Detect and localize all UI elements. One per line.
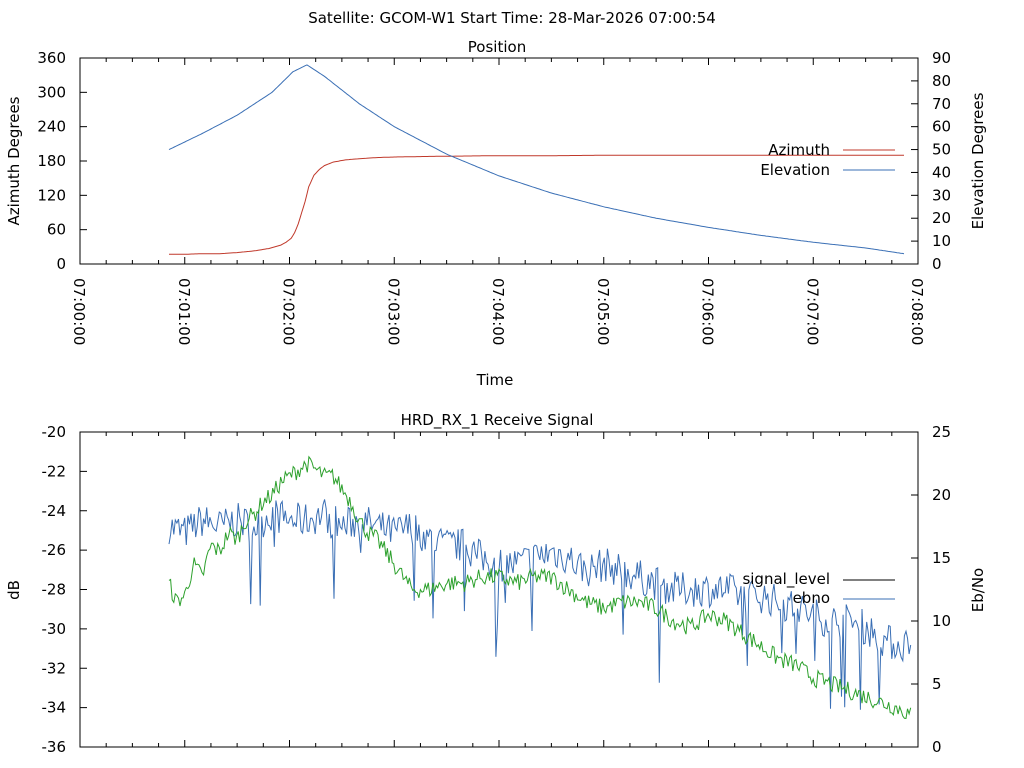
legend-label-signal-level: signal_level: [742, 570, 830, 589]
signal-legend: signal_level ebno: [742, 570, 895, 607]
ytick-label: -24: [42, 502, 67, 520]
ytick-label: -36: [42, 738, 67, 756]
ytick-label: 120: [37, 186, 66, 204]
xtick-label: 07:04:00: [489, 278, 507, 345]
ytick-label: 300: [37, 83, 66, 101]
ytick-label: 0: [56, 255, 66, 273]
signal-title: HRD_RX_1 Receive Signal: [401, 411, 594, 430]
signal-ticks: -36 -34 -32 -30 -28 -26 -24 -22 -20 0 5 10 15 20 25: [42, 423, 952, 756]
receive-signal-chart: HRD_RX_1 Receive Signal dB Eb/No -36-34-…: [5, 411, 987, 756]
position-series-azimuth: [169, 154, 904, 255]
y2tick-label: 60: [932, 118, 951, 136]
ytick-label: -30: [42, 620, 67, 638]
signal-ylabel: dB: [5, 580, 23, 600]
y2tick-label: 50: [932, 141, 951, 159]
ytick-label: 60: [47, 221, 66, 239]
legend-label-ebno: ebno: [793, 589, 830, 607]
signal-y2label: Eb/No: [969, 568, 987, 612]
position-y2label: Elevation Degrees: [969, 92, 987, 229]
ytick-label: 240: [37, 118, 66, 136]
y2tick-label: 5: [932, 675, 942, 693]
position-chart: Position Time Azimuth Degrees Elevation …: [5, 38, 987, 389]
position-ylabel: Azimuth Degrees: [5, 96, 23, 225]
xtick-label: 07:05:00: [594, 278, 612, 345]
xtick-label: 07:08:00: [908, 278, 926, 345]
y2tick-label: 0: [932, 255, 942, 273]
xtick-label: 07:02:00: [280, 278, 298, 345]
y2tick-label: 90: [932, 49, 951, 67]
legend-label-elevation: Elevation: [760, 161, 830, 179]
y2tick-label: 20: [932, 209, 951, 227]
ytick-label: 180: [37, 152, 66, 170]
y2tick-label: 10: [932, 612, 951, 630]
xtick-label: 07:07:00: [803, 278, 821, 345]
xtick-label: 07:06:00: [699, 278, 717, 345]
position-series: [168, 64, 905, 255]
signal-series-ebno: [168, 499, 912, 710]
y2tick-label: 20: [932, 486, 951, 504]
ytick-label: -22: [42, 462, 67, 480]
y2tick-label: 0: [932, 738, 942, 756]
y2tick-label: 10: [932, 232, 951, 250]
y2tick-label: 40: [932, 163, 951, 181]
position-title: Position: [468, 38, 526, 56]
legend-label-azimuth: Azimuth: [768, 141, 830, 159]
y2tick-label: 70: [932, 95, 951, 113]
ytick-label: -26: [42, 541, 67, 559]
figure-suptitle: Satellite: GCOM-W1 Start Time: 28-Mar-20…: [308, 9, 716, 27]
y2tick-label: 25: [932, 423, 951, 441]
signal-series: [168, 455, 912, 720]
signal-series-line-2: [168, 455, 912, 720]
position-ticks: 0 60 120 180 240 300 360 0 10 20 30 40 50 60 70 80 90 07:…: [37, 49, 951, 345]
position-legend: Azimuth Elevation: [760, 141, 895, 179]
position-xlabel: Time: [476, 371, 514, 389]
y2tick-label: 30: [932, 186, 951, 204]
ytick-label: -28: [42, 581, 67, 599]
xtick-label: 07:03:00: [384, 278, 402, 345]
ytick-label: -32: [42, 659, 67, 677]
xtick-label: 07:00:00: [70, 278, 88, 345]
y2tick-label: 15: [932, 549, 951, 567]
xtick-label: 07:01:00: [175, 278, 193, 345]
ytick-label: 360: [37, 49, 66, 67]
y2tick-label: 80: [932, 72, 951, 90]
ytick-label: -34: [42, 699, 67, 717]
ytick-label: -20: [42, 423, 67, 441]
position-series-elevation: [168, 64, 905, 255]
